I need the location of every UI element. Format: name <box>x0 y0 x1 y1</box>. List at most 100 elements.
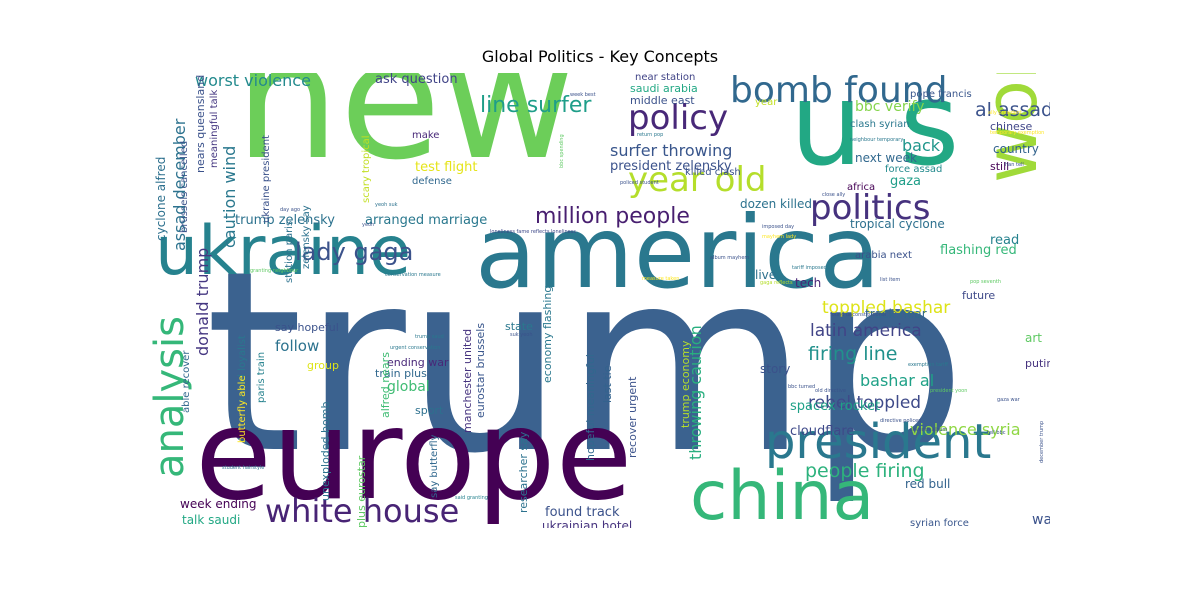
word-lady-gaga: lady gaga <box>295 238 414 266</box>
word-live: live <box>755 268 777 282</box>
word-back: back <box>902 136 941 155</box>
word-art: art <box>1025 331 1042 345</box>
word-rebel-toppled: rebel toppled <box>808 393 922 413</box>
word-week-best: week best <box>570 92 596 98</box>
word-policed-student: policed student <box>620 180 659 186</box>
word-still: still <box>990 160 1010 173</box>
word-killed-clash: killed clash <box>685 167 741 178</box>
word-trump-economy: trump economy <box>679 340 692 428</box>
word-year-old: year old <box>628 160 767 200</box>
word-hopeful-meaningful: hopeful meaningful <box>584 354 597 461</box>
word-war: war <box>1032 512 1050 528</box>
word-december-trump: december trump <box>1039 420 1045 463</box>
word-talk-saudi: talk saudi <box>182 513 241 527</box>
word-cyclone-alfred: cyclone alfred <box>154 156 168 241</box>
word-europe: europe <box>195 383 633 528</box>
word-yeoh-suk: yeoh suk <box>375 202 398 208</box>
word-said-granting: said granting <box>455 495 488 501</box>
word-student-hairstyle: student hairstyle <box>222 465 265 471</box>
word-surfer-throwing: surfer throwing <box>610 141 733 160</box>
word-tell-bbc: tell bbc <box>987 430 1006 436</box>
word-unexploded-bomb: unexploded bomb <box>319 401 332 501</box>
word-album-mayhem: album mayhem <box>710 255 750 261</box>
word-recover-urgent: recover urgent <box>626 376 639 458</box>
word-week-ending: week ending <box>180 497 257 511</box>
word-story: story <box>760 362 791 376</box>
word-conservation-measure: conservation measure <box>385 272 441 278</box>
word-ukraine-president: ukraine president <box>261 135 272 223</box>
word-suk-yeoh: suk yeoh <box>510 332 533 338</box>
word-trump: trump <box>205 217 967 508</box>
word-sport: sport <box>415 404 444 417</box>
word-arranged-marriage: arranged marriage <box>365 213 488 228</box>
word-america: america <box>475 194 881 311</box>
word-test-flight: test flight <box>415 160 478 175</box>
word-found-track: found track <box>545 505 620 520</box>
word-saudi-arabia: saudi arabia <box>630 82 698 95</box>
word-line-surfer: line surfer <box>480 93 592 118</box>
word-measure-taken: measure taken <box>642 276 680 282</box>
word-future: future <box>962 289 996 302</box>
word-bomb-found: bomb found <box>730 73 948 111</box>
word-cloud: trump new america u s europe world ukrai… <box>150 73 1050 528</box>
word-defense: defense <box>412 176 452 187</box>
word-tropical-cyclone: tropical cyclone <box>850 217 945 231</box>
word-directive-policed: directive policed <box>880 418 922 424</box>
word-say-butterfly: say butterfly <box>429 434 440 498</box>
word-gaza: gaza <box>890 174 922 189</box>
word-ally-president: ally president <box>988 110 1022 116</box>
word-track-near: track near <box>865 307 927 321</box>
word-middle-east: middle east <box>630 94 695 107</box>
word-president: president <box>765 414 992 470</box>
word-follow: follow <box>275 337 320 355</box>
word-state: state <box>505 320 533 333</box>
word-manchester-united: manchester united <box>461 328 474 433</box>
word-brussels-cancelled: brussels cancelled <box>179 140 190 233</box>
word-pope-francis: pope francis <box>910 89 972 100</box>
word-return-pop: return pop <box>637 132 664 138</box>
word-ask-question: ask question <box>375 73 458 87</box>
word-global: global <box>387 379 430 395</box>
word-last-tie: last tie <box>601 365 614 403</box>
word-gaza-war: gaza war <box>997 397 1020 403</box>
word-temporary-exemption: temporary exemption <box>990 130 1045 136</box>
word-scary-tropical: scary tropical <box>361 135 372 203</box>
word-pop-seventh: pop seventh <box>970 279 1002 285</box>
word-old-directive: old directive <box>815 388 846 394</box>
word-butterfly-able: butterfly able <box>237 375 248 443</box>
word-nears-queensland: nears queensland <box>194 74 207 173</box>
word-loneliness-fame-reflects-loneliness: loneliness fame reflects loneliness <box>490 229 576 235</box>
word-granting-neighbour: granting neighbour <box>250 268 299 274</box>
word-bbc-spending: bbc spending <box>559 134 565 168</box>
word-ukraine: ukraine <box>155 212 411 291</box>
word-mayhem-lady: mayhem lady <box>762 234 797 240</box>
word-new: new <box>235 73 577 196</box>
word-paris-train: paris train <box>256 351 267 403</box>
word-bashar-al: bashar al <box>860 371 935 390</box>
word-group: group <box>307 359 339 372</box>
word-country: country <box>993 142 1039 156</box>
word-next-week: next week <box>855 151 917 165</box>
word-list-item: list item <box>880 277 901 283</box>
word-ukrainian-hotel: ukrainian hotel <box>542 519 633 528</box>
word-spacex-rocket: spacex rocket <box>790 399 881 414</box>
word-syrian-force: syrian force <box>910 518 969 529</box>
word-arabia-next: arabia next <box>855 250 912 261</box>
word-bbc-turned: bbc turned <box>788 384 816 390</box>
word-tech: tech <box>795 276 822 290</box>
word-ending-war: ending war <box>387 356 449 369</box>
word-chinese: chinese <box>990 120 1033 133</box>
word-red-bull: red bull <box>905 477 951 491</box>
word-economy-flashing: economy flashing <box>541 285 554 383</box>
word-policy: policy <box>628 98 729 138</box>
word-toppled-bashar: toppled bashar <box>822 298 951 318</box>
word-meaningful-talk: meaningful talk <box>209 89 220 168</box>
word-alfred-nears: alfred nears <box>379 352 392 418</box>
word-people-firing: people firing <box>805 460 925 482</box>
word-u-s: u s <box>790 73 960 192</box>
word-cloudflare: cloudflare <box>790 424 855 439</box>
word-neighbour-temporary: neighbour temporary <box>850 137 904 143</box>
word-researcher-say: researcher say <box>517 431 530 513</box>
word-urgent-conservation: urgent conservation <box>390 345 441 351</box>
word-al-assad: al assad <box>975 99 1050 121</box>
